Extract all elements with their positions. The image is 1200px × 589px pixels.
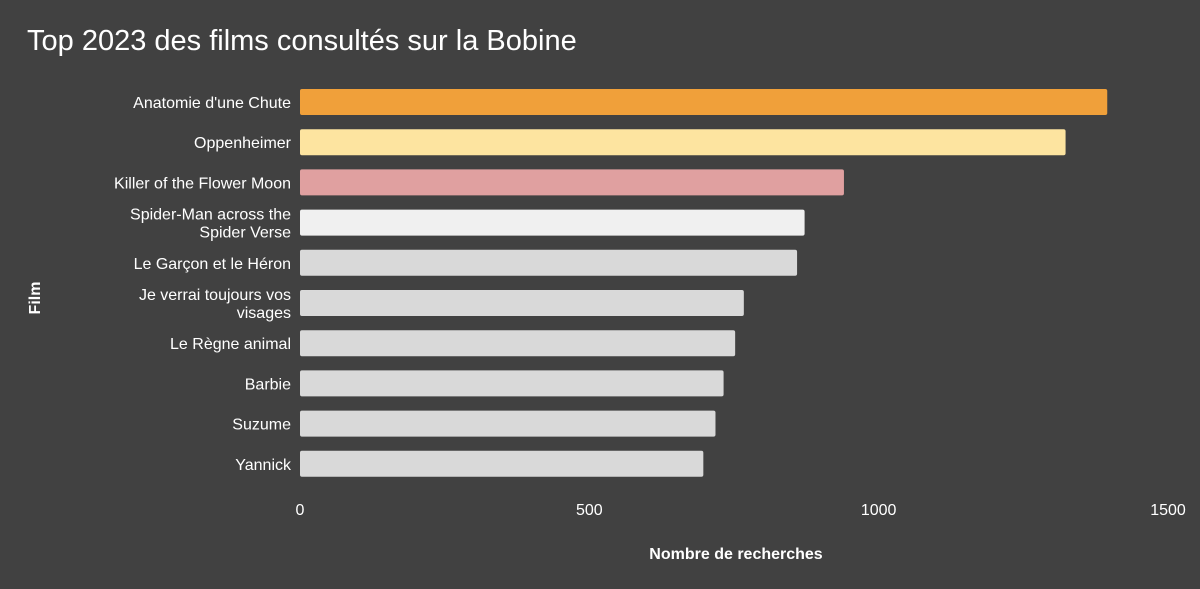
x-tick-label: 1000 bbox=[861, 502, 897, 519]
bar-9 bbox=[300, 450, 704, 477]
x-tick-label: 0 bbox=[296, 502, 305, 519]
category-label-line: Spider Verse bbox=[199, 225, 291, 242]
category-label-line: Anatomie d'une Chute bbox=[133, 95, 291, 112]
x-tick-labels: 0 500 1000 1500 bbox=[296, 502, 1186, 519]
chart-title: Top 2023 des films consultés sur la Bobi… bbox=[27, 25, 577, 57]
category-label-line: Le Règne animal bbox=[170, 336, 291, 353]
category-label-9: Yannick bbox=[235, 457, 292, 474]
category-label-8: Suzume bbox=[232, 417, 291, 434]
x-tick-label: 1500 bbox=[1150, 502, 1186, 519]
bar-2 bbox=[300, 169, 844, 196]
bar-4 bbox=[300, 249, 798, 276]
category-label-line: Spider-Man across the bbox=[130, 207, 291, 224]
category-labels: Anatomie d'une Chute Oppenheimer Killer of… bbox=[114, 95, 292, 474]
bar-3 bbox=[300, 209, 805, 236]
category-label-line: Je verrai toujours vos bbox=[139, 287, 291, 304]
bars-layer bbox=[300, 89, 1108, 477]
category-label-line: Suzume bbox=[232, 417, 291, 434]
category-label-7: Barbie bbox=[245, 376, 291, 393]
category-label-0: Anatomie d'une Chute bbox=[133, 95, 291, 112]
y-axis-title: Film bbox=[27, 282, 44, 315]
category-label-line: visages bbox=[237, 305, 291, 322]
category-label-6: Le Règne animal bbox=[170, 336, 291, 353]
category-label-line: Killer of the Flower Moon bbox=[114, 175, 291, 192]
category-label-line: Yannick bbox=[235, 457, 292, 474]
x-axis-title: Nombre de recherches bbox=[649, 546, 823, 563]
category-label-5: Je verrai toujours vos visages bbox=[139, 287, 291, 322]
category-label-line: Barbie bbox=[245, 376, 291, 393]
category-label-1: Oppenheimer bbox=[194, 135, 292, 152]
bar-8 bbox=[300, 410, 716, 437]
category-label-line: Oppenheimer bbox=[194, 135, 292, 152]
bar-6 bbox=[300, 330, 736, 357]
bar-5 bbox=[300, 290, 744, 316]
category-label-2: Killer of the Flower Moon bbox=[114, 175, 291, 192]
category-label-4: Le Garçon et le Héron bbox=[134, 256, 291, 273]
category-label-line: Le Garçon et le Héron bbox=[134, 256, 291, 273]
bar-0 bbox=[300, 89, 1108, 115]
x-tick-label: 500 bbox=[576, 502, 603, 519]
bar-1 bbox=[300, 129, 1066, 156]
category-label-3: Spider-Man across the Spider Verse bbox=[130, 207, 291, 242]
bar-7 bbox=[300, 370, 724, 397]
